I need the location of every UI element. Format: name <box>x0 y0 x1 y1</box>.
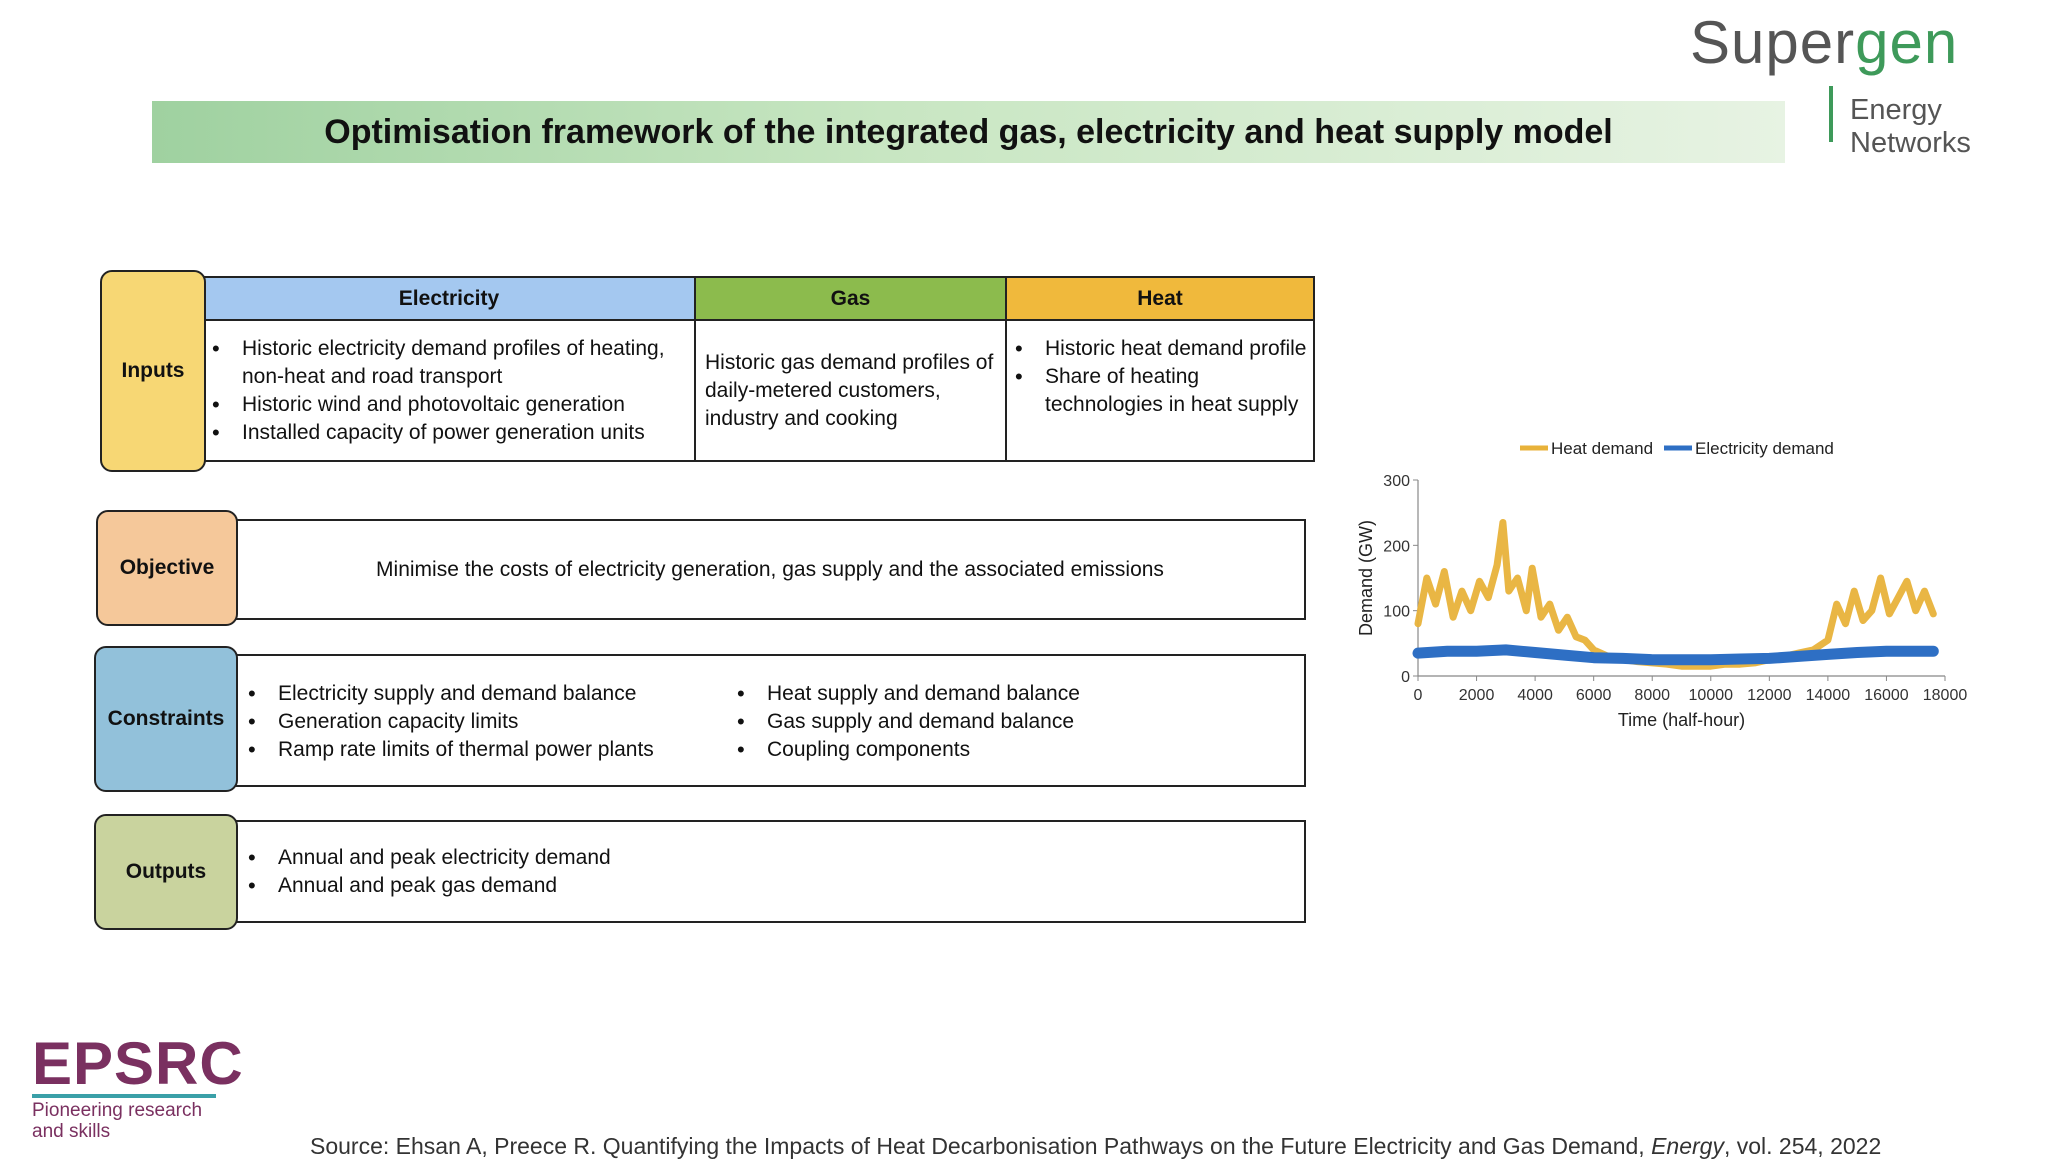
heat-header-text: Heat <box>1137 286 1183 310</box>
list-item: Gas supply and demand balance <box>729 708 1080 736</box>
x-axis-title: Time (half-hour) <box>1618 710 1745 730</box>
epsrc-tagline-line2: and skills <box>32 1121 111 1142</box>
x-tick-label: 0 <box>1414 687 1423 704</box>
source-prefix: Source: Ehsan A, Preece R. Quantifying t… <box>310 1133 1652 1159</box>
epsrc-tagline: Pioneering research and skills <box>32 1100 244 1142</box>
objective-label: Objective <box>119 556 215 579</box>
list-item: Historic electricity demand profiles of … <box>204 335 686 391</box>
x-tick-label: 12000 <box>1747 687 1792 704</box>
outputs-list: Annual and peak electricity demand Annua… <box>240 844 611 900</box>
constraints-label-box: Constraints <box>94 646 238 792</box>
inputs-label-box: Inputs <box>100 270 206 472</box>
objective-text: Minimise the costs of electricity genera… <box>376 557 1164 581</box>
source-suffix: , vol. 254, 2022 <box>1723 1133 1882 1159</box>
epsrc-logo: EPSRC Pioneering research and skills <box>32 1030 244 1142</box>
x-tick-label: 18000 <box>1923 687 1968 704</box>
list-item: Electricity supply and demand balance <box>240 680 654 708</box>
y-tick-label: 200 <box>1383 538 1410 555</box>
epsrc-underline <box>32 1094 216 1098</box>
list-item: Share of heating technologies in heat su… <box>1007 363 1307 419</box>
y-tick-label: 100 <box>1383 604 1410 621</box>
energy-networks-label: Energy Networks <box>1850 94 1971 159</box>
legend-label: Electricity demand <box>1695 439 1834 458</box>
list-item: Annual and peak gas demand <box>240 872 611 900</box>
outputs-box: Annual and peak electricity demand Annua… <box>234 820 1306 923</box>
y-tick-label: 0 <box>1401 669 1410 686</box>
outputs-label: Outputs <box>125 860 207 883</box>
electricity-inputs-cell: Historic electricity demand profiles of … <box>204 321 696 462</box>
x-tick-label: 16000 <box>1864 687 1909 704</box>
demand-chart: 0 100 200 300 0 2000 4000 6000 8000 10000 12000 140… <box>1356 439 1968 730</box>
title-banner <box>152 101 1785 163</box>
series-line-electricity <box>1412 644 1939 666</box>
constraints-label: Constraints <box>107 707 225 730</box>
source-journal: Energy <box>1651 1133 1724 1159</box>
x-tick-label: 6000 <box>1576 687 1612 704</box>
outputs-label-box: Outputs <box>94 814 238 930</box>
list-item: Historic wind and photovoltaic generatio… <box>204 391 686 419</box>
y-axis-title: Demand (GW) <box>1356 520 1376 636</box>
gas-header-text: Gas <box>830 286 871 310</box>
x-tick-label: 4000 <box>1517 687 1553 704</box>
series-line-heat <box>1414 519 1937 670</box>
constraints-left-list: Electricity supply and demand balance Ge… <box>240 680 654 764</box>
slide-title: Optimisation framework of the integrated… <box>324 112 1613 151</box>
logo-divider <box>1829 86 1833 142</box>
electricity-header-text: Electricity <box>398 286 500 310</box>
gas-inputs-text: Historic gas demand profiles of daily-me… <box>705 351 994 430</box>
list-item: Historic heat demand profile <box>1007 335 1307 363</box>
gas-header: Gas <box>696 278 1007 321</box>
gas-inputs-cell: Historic gas demand profiles of daily-me… <box>696 321 1007 462</box>
list-item: Heat supply and demand balance <box>729 680 1080 708</box>
list-item: Generation capacity limits <box>240 708 654 736</box>
source-citation: Source: Ehsan A, Preece R. Quantifying t… <box>310 1133 1881 1160</box>
x-tick-label: 14000 <box>1806 687 1851 704</box>
electricity-header: Electricity <box>204 278 696 321</box>
list-item: Annual and peak electricity demand <box>240 844 611 872</box>
x-tick-label: 2000 <box>1459 687 1495 704</box>
epsrc-tagline-line1: Pioneering research <box>32 1100 203 1121</box>
objective-box: Minimise the costs of electricity genera… <box>234 519 1306 620</box>
constraints-right-list: Heat supply and demand balance Gas suppl… <box>729 680 1080 764</box>
x-tick-label: 10000 <box>1689 687 1734 704</box>
list-item: Installed capacity of power generation u… <box>204 419 686 447</box>
constraints-box: Electricity supply and demand balance Ge… <box>234 654 1306 787</box>
heat-inputs-cell: Historic heat demand profile Share of he… <box>1007 321 1313 462</box>
list-item: Ramp rate limits of thermal power plants <box>240 736 654 764</box>
supergen-logo-part1: Super <box>1690 9 1856 76</box>
inputs-label: Inputs <box>121 359 185 382</box>
epsrc-wordmark: EPSRC <box>32 1030 244 1097</box>
list-item: Coupling components <box>729 736 1080 764</box>
inputs-table: Electricity Gas Heat Historic electricit… <box>204 276 1315 462</box>
y-tick-label: 300 <box>1383 473 1410 490</box>
legend-label: Heat demand <box>1551 439 1653 458</box>
supergen-logo-part2: gen <box>1855 9 1959 76</box>
objective-label-box: Objective <box>96 510 238 626</box>
x-tick-label: 8000 <box>1634 687 1670 704</box>
supergen-logo: Supergen <box>1690 8 1958 77</box>
heat-header: Heat <box>1007 278 1313 321</box>
